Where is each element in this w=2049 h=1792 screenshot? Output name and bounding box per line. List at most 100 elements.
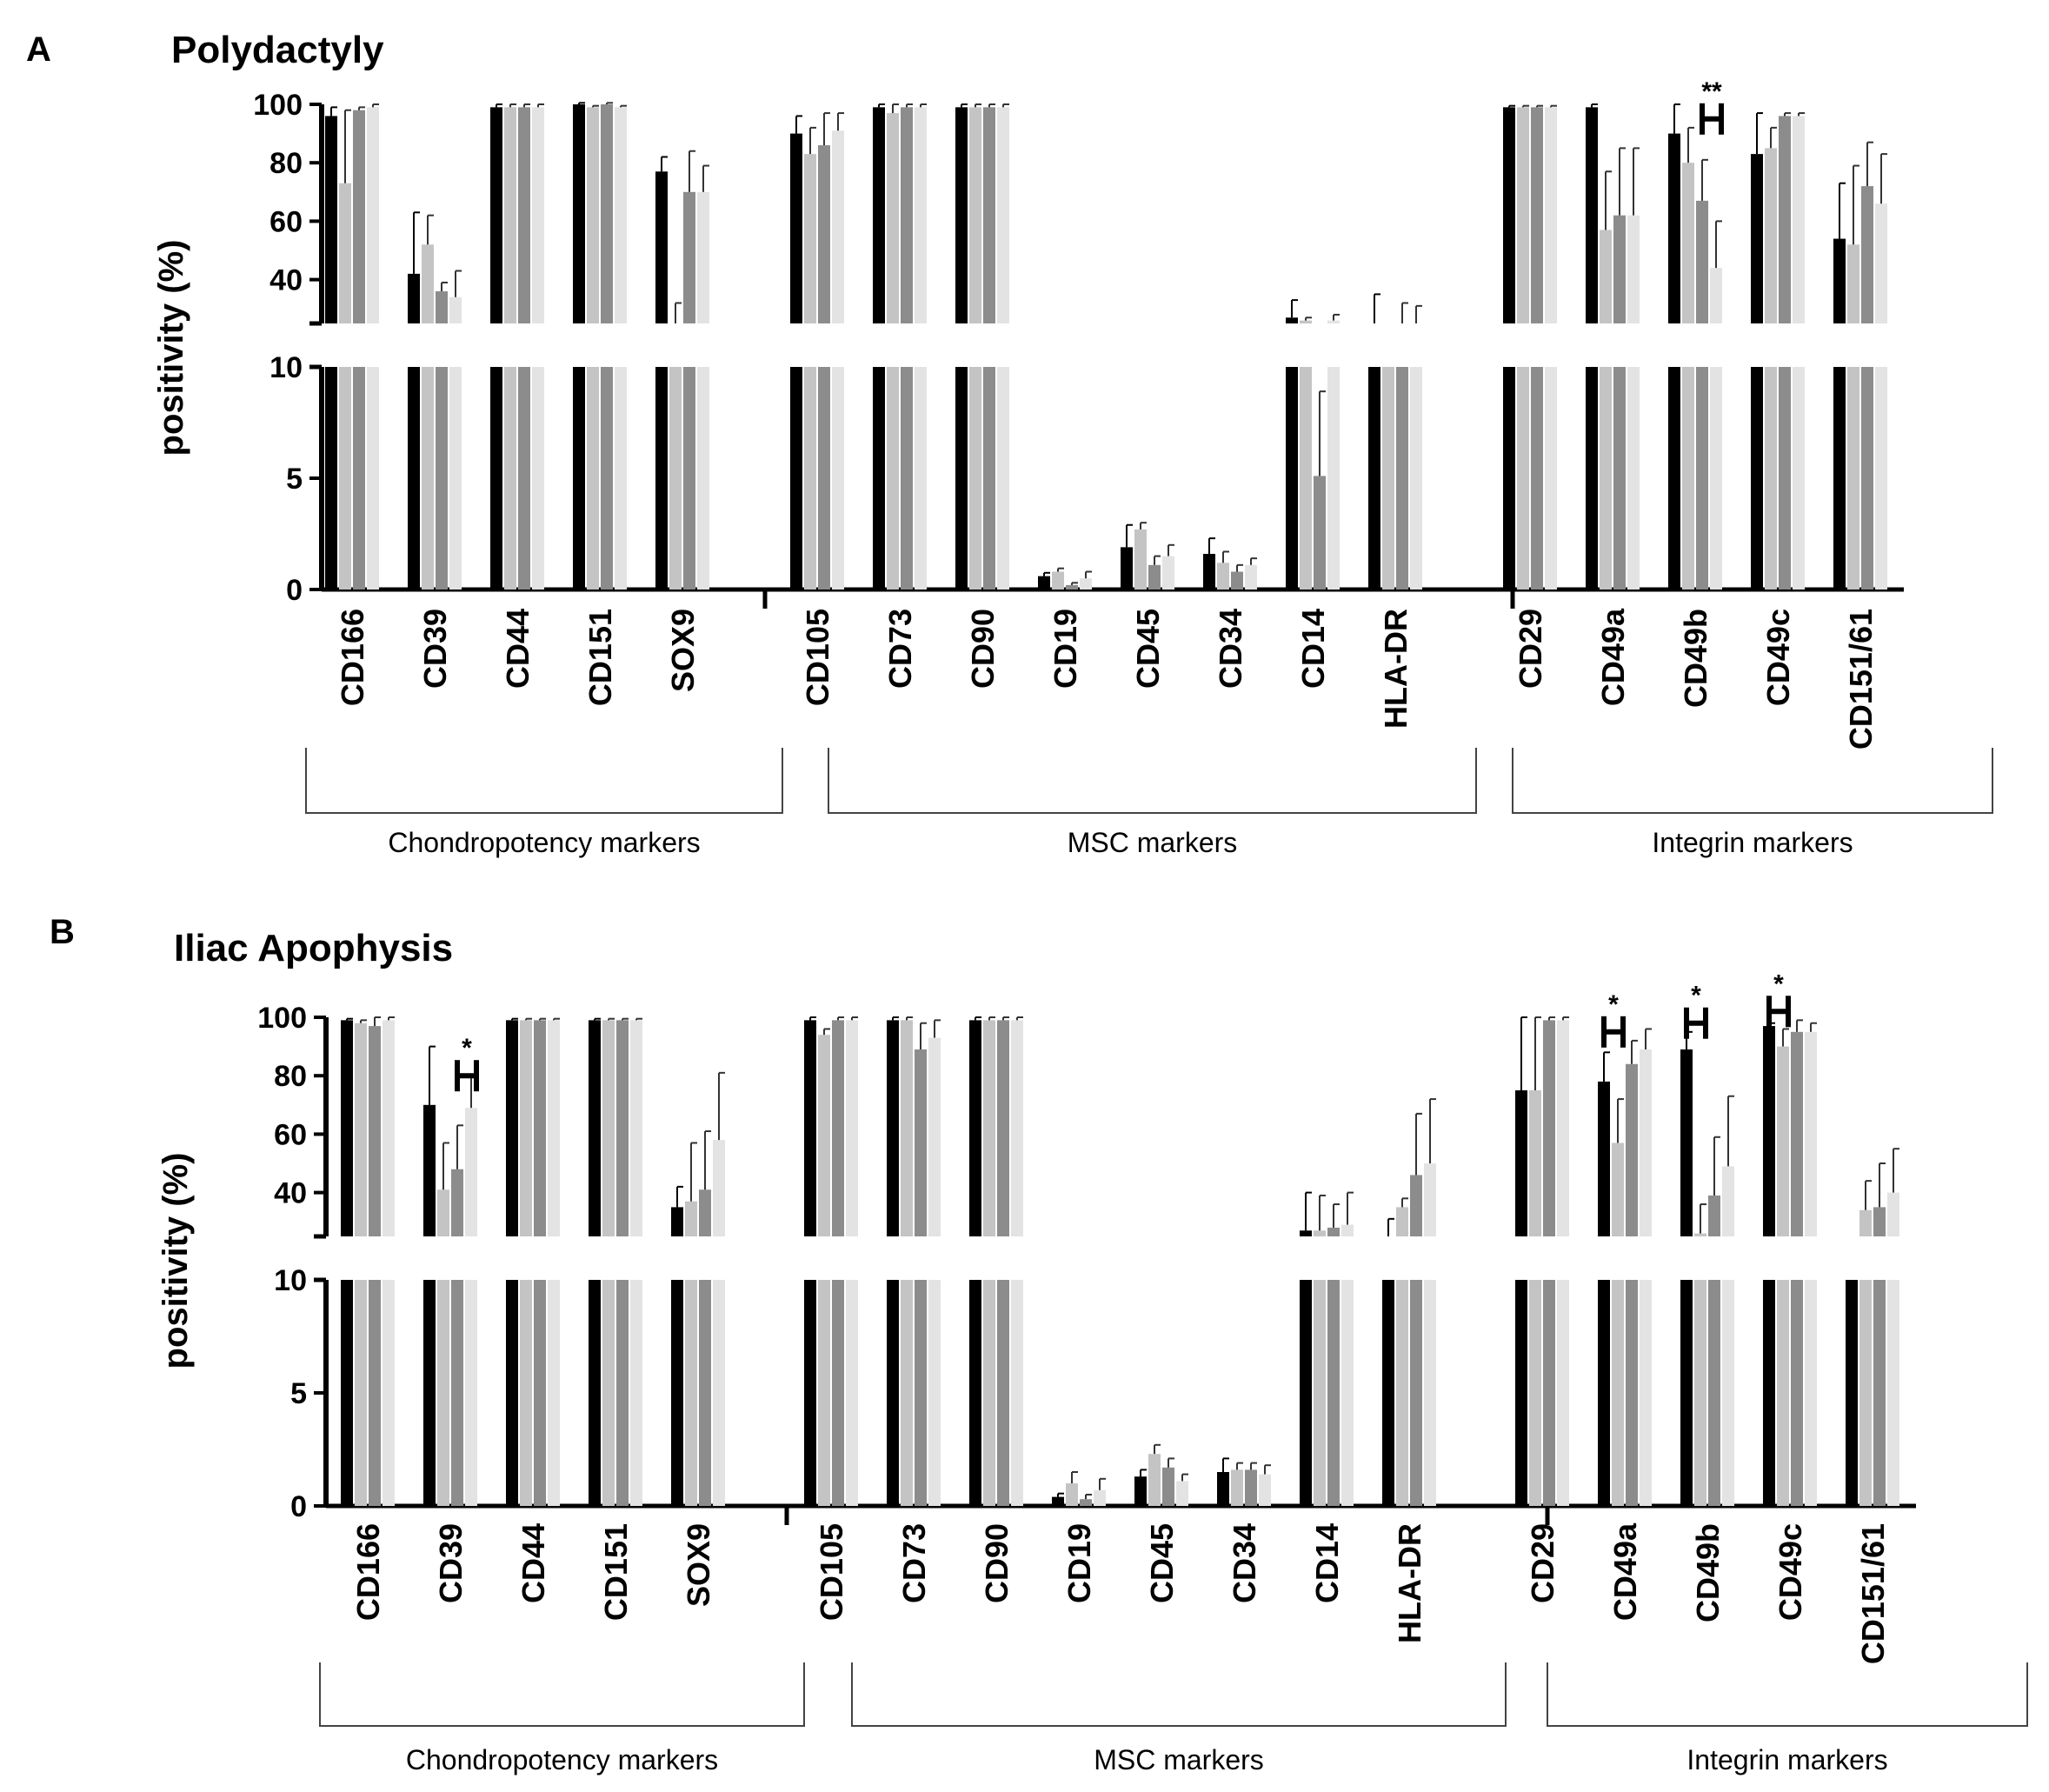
bar [383,1280,395,1506]
bar [325,116,337,323]
bar [1066,1483,1078,1506]
bar [601,104,613,323]
bar [1668,133,1680,323]
bar [887,113,899,323]
bar [573,367,585,590]
bar [1134,529,1147,590]
bar [669,367,682,590]
group-bracket-line [1547,1662,2028,1727]
bar [1696,367,1708,590]
category-hla-dr: HLA-DR [1368,293,1422,729]
bar [1300,320,1312,323]
bar [928,1037,941,1236]
group-bracket-line [851,1662,1507,1727]
bar [451,1280,463,1506]
bar [1231,1469,1243,1506]
category-cd49b: CD49b [1680,1030,1734,1622]
bar [1626,1063,1638,1236]
category-cd90: CD90 [969,1016,1023,1603]
bar [1668,367,1680,590]
x-category-label: CD49c [1773,1523,1808,1621]
bar [1382,367,1394,590]
bar [1134,1476,1147,1506]
category-cd45: CD45 [1134,1443,1188,1603]
bar [955,107,968,323]
category-cd29: CD29 [1503,104,1557,689]
group-bracket: Chondropotency markers [319,1662,805,1775]
x-category-label: CD49a [1607,1522,1643,1621]
significance-annotation: * [1601,990,1626,1048]
bar [1765,148,1777,323]
panel-b: B Iliac Apophysis positivity (%) 40 60 80 100 0… [50,913,2028,1775]
bar [1875,367,1887,590]
bar [804,367,816,590]
bar [1543,1020,1555,1236]
bar [873,367,885,590]
significance-annotation: * [455,1034,479,1092]
category-cd19: CD19 [1052,1471,1106,1603]
category-cd105: CD105 [804,1016,858,1621]
bar [1052,571,1064,590]
bar [490,367,502,590]
y-tick-label: 60 [274,1118,307,1151]
x-category-label: CD105 [814,1523,849,1621]
x-category-label: CD49c [1760,609,1796,706]
bar [1162,1467,1174,1506]
category-sox9: SOX9 [655,150,709,692]
bar [997,367,1009,590]
bar [901,1280,913,1506]
bar [1038,576,1050,590]
x-category-label: CD90 [965,609,1001,689]
y-tick-label: 100 [257,1002,307,1035]
bar [422,367,434,590]
bar [969,107,981,323]
bar [616,1020,629,1236]
bar [1080,1499,1092,1506]
x-category-label: CD105 [800,609,835,706]
significance-annotation: ** [1700,77,1724,135]
bar [465,1108,477,1236]
significance-annotation: * [1766,969,1791,1028]
x-category-label: CD39 [417,609,453,689]
y-tick-label: 40 [274,1177,307,1210]
bar [1722,1280,1734,1506]
category-cd49c: CD49c [1751,112,1805,706]
bar [353,110,365,323]
bar [1612,1142,1624,1236]
bar [915,1280,927,1506]
bar [713,1140,725,1236]
bar [1805,1031,1817,1236]
bar [1708,1280,1720,1506]
bar [423,1104,436,1236]
bar [1640,1049,1652,1236]
bar [1424,1280,1436,1506]
bar [1861,367,1873,590]
bar [1763,1280,1775,1506]
y-tick-label: 0 [290,1490,307,1523]
bar [915,107,927,323]
bar [1694,1280,1706,1506]
bar [804,1280,816,1506]
bar [1245,564,1257,590]
category-cd19: CD19 [1038,567,1092,689]
bar [818,1280,830,1506]
bar [671,1280,683,1506]
x-category-label: CD44 [500,609,536,689]
y-tick-label: 10 [274,1264,307,1297]
bar [1710,367,1722,590]
bar [655,171,668,323]
x-category-label: CD45 [1144,1523,1180,1603]
bar [1148,564,1161,590]
x-category-label: SOX9 [665,609,701,692]
bar [1300,1280,1312,1506]
x-category-label: CD19 [1048,609,1083,689]
bar [1887,1280,1899,1506]
bar [1680,1049,1693,1236]
x-category-label: CD19 [1061,1523,1097,1603]
x-category-label: CD49b [1678,609,1713,708]
bar [1162,556,1174,590]
bar [1708,1195,1720,1236]
x-category-label: CD49a [1595,608,1631,706]
category-cd90: CD90 [955,103,1009,689]
bar [1410,367,1422,590]
